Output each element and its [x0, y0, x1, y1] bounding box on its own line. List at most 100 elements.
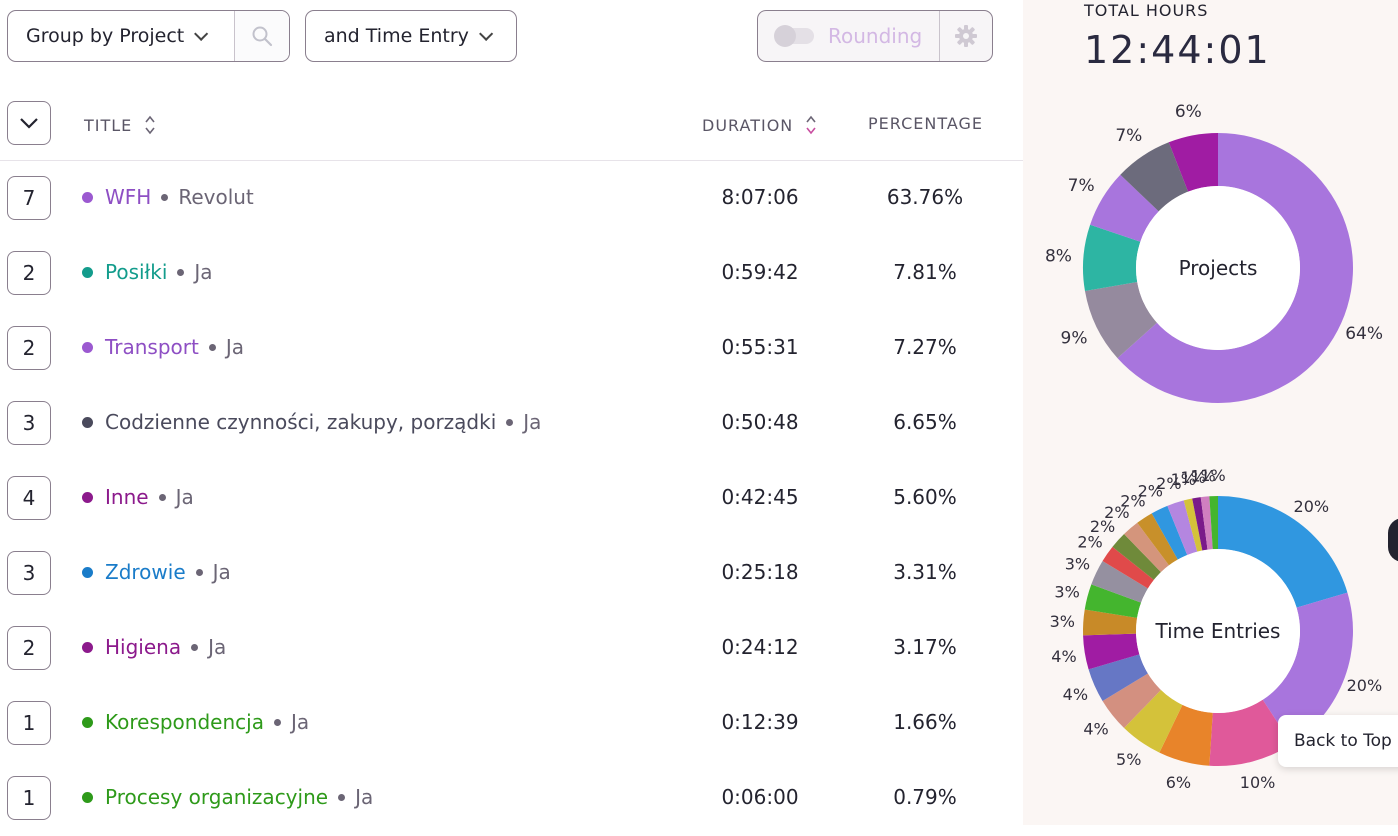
duration-value: 0:12:39 [690, 710, 830, 734]
duration-column-header[interactable]: DURATION [702, 114, 817, 136]
client-name: Ja [355, 785, 373, 809]
project-color-dot [82, 267, 93, 278]
chart-title: Time Entries [1155, 619, 1281, 643]
table-row[interactable]: 3 Codzienne czynności, zakupy, porządki Ja… [0, 386, 1023, 461]
client-name: Ja [208, 635, 226, 659]
slice-percentage-label: 5% [1116, 750, 1141, 769]
charts-canvas: 64%9%8%7%7%6%Projects20%20%10%6%5%4%4%4%… [1023, 0, 1398, 825]
entry-count-button[interactable]: 3 [7, 401, 51, 445]
slice-percentage-label: 10% [1240, 773, 1276, 792]
table-row[interactable]: 1 KorespondencjaJa 0:12:39 1.66% [0, 686, 1023, 761]
row-title: Procesy organizacyjne Ja [82, 785, 373, 809]
separator-dot [177, 269, 184, 276]
slice-percentage-label: 8% [1045, 247, 1072, 267]
separator-dot [506, 419, 513, 426]
duration-value: 0:24:12 [690, 635, 830, 659]
table-row[interactable]: 2HigienaJa0:24:123.17% [0, 611, 1023, 686]
row-title: InneJa [82, 485, 194, 509]
project-name[interactable]: Posiłki [105, 260, 167, 284]
slice-percentage-label: 6% [1166, 773, 1191, 792]
percentage-value: 63.76% [855, 185, 995, 209]
client-name: Ja [194, 260, 212, 284]
search-button[interactable] [234, 11, 289, 61]
separator-dot [338, 794, 345, 801]
project-name[interactable]: Codzienne czynności, zakupy, porządki [105, 410, 496, 434]
duration-value: 0:50:48 [690, 410, 830, 434]
table-row[interactable]: 3 Zdrowie Ja 0:25:18 3.31% [0, 536, 1023, 611]
time-entry-label: and Time Entry [324, 25, 469, 47]
percentage-value: 5.60% [855, 485, 995, 509]
row-title: TransportJa [82, 335, 244, 359]
project-name[interactable]: Transport [105, 335, 199, 359]
entry-count-button[interactable]: 2 [7, 626, 51, 670]
project-name[interactable]: Korespondencja [105, 710, 264, 734]
slice-percentage-label: 7% [1068, 176, 1095, 196]
percentage-value: 3.31% [855, 560, 995, 584]
project-color-dot [82, 492, 93, 503]
sort-icon [144, 114, 156, 136]
project-name[interactable]: WFH [105, 185, 151, 209]
row-title: WFHRevolut [82, 185, 254, 209]
project-name[interactable]: Inne [105, 485, 149, 509]
duration-value: 8:07:06 [690, 185, 830, 209]
table-header: TITLE DURATION PERCENTAGE [0, 100, 1023, 161]
table-row[interactable]: 7 WFHRevolut 8:07:06 63.76% [0, 161, 1023, 236]
toggle-switch [776, 28, 814, 44]
duration-value: 0:55:31 [690, 335, 830, 359]
duration-value: 0:42:45 [690, 485, 830, 509]
sort-icon [805, 114, 817, 136]
entry-count-button[interactable]: 3 [7, 551, 51, 595]
entry-count-button[interactable]: 2 [7, 251, 51, 295]
slice-percentage-label: 7% [1115, 126, 1142, 146]
separator-dot [161, 194, 168, 201]
rounding-toggle[interactable]: Rounding [758, 11, 939, 61]
row-title: KorespondencjaJa [82, 710, 309, 734]
entry-count-button[interactable]: 1 [7, 776, 51, 820]
slice-percentage-label: 4% [1051, 647, 1076, 666]
percentage-header-label: PERCENTAGE [868, 114, 983, 133]
rounding-label: Rounding [828, 24, 922, 48]
rounding-control: Rounding [757, 10, 993, 62]
percentage-value: 7.81% [855, 260, 995, 284]
entry-count-button[interactable]: 1 [7, 701, 51, 745]
separator-dot [159, 494, 166, 501]
duration-value: 0:25:18 [690, 560, 830, 584]
entry-count-button[interactable]: 7 [7, 176, 51, 220]
slice-percentage-label: 64% [1345, 324, 1383, 344]
entry-count-button[interactable]: 4 [7, 476, 51, 520]
chevron-down-icon [19, 117, 39, 129]
project-name[interactable]: Zdrowie [105, 560, 186, 584]
group-by-dropdown[interactable]: Group by Project [7, 10, 290, 62]
slice-percentage-label: 3% [1050, 612, 1075, 631]
rounding-settings-button[interactable] [939, 11, 992, 61]
project-name[interactable]: Procesy organizacyjne [105, 785, 328, 809]
project-color-dot [82, 717, 93, 728]
percentage-value: 1.66% [855, 710, 995, 734]
summary-panel: TOTAL HOURS 12:44:01 64%9%8%7%7%6%Projec… [1023, 0, 1398, 825]
row-title: Zdrowie Ja [82, 560, 231, 584]
project-color-dot [82, 792, 93, 803]
project-name[interactable]: Higiena [105, 635, 181, 659]
table-row[interactable]: 2 TransportJa 0:55:31 7.27% [0, 311, 1023, 386]
project-color-dot [82, 567, 93, 578]
project-color-dot [82, 192, 93, 203]
percentage-column-header: PERCENTAGE [868, 114, 983, 133]
time-entry-dropdown[interactable]: and Time Entry [305, 10, 517, 62]
entry-count-button[interactable]: 2 [7, 326, 51, 370]
client-name: Ja [213, 560, 231, 584]
back-to-top-button[interactable]: Back to Top [1278, 715, 1398, 767]
separator-dot [209, 344, 216, 351]
table-row[interactable]: 4 InneJa 0:42:45 5.60% [0, 461, 1023, 536]
row-title: Higiena Ja [82, 635, 226, 659]
collapse-all-button[interactable] [7, 101, 51, 145]
slice-percentage-label: 20% [1347, 676, 1383, 695]
table-row[interactable]: 2PosiłkiJa0:59:427.81% [0, 236, 1023, 311]
percentage-value: 7.27% [855, 335, 995, 359]
title-column-header[interactable]: TITLE [84, 114, 156, 136]
percentage-value: 6.65% [855, 410, 995, 434]
client-name: Ja [523, 410, 541, 434]
row-title: Codzienne czynności, zakupy, porządki Ja [82, 410, 541, 434]
separator-dot [191, 644, 198, 651]
search-icon [251, 25, 273, 47]
slice-percentage-label: 20% [1294, 497, 1330, 516]
